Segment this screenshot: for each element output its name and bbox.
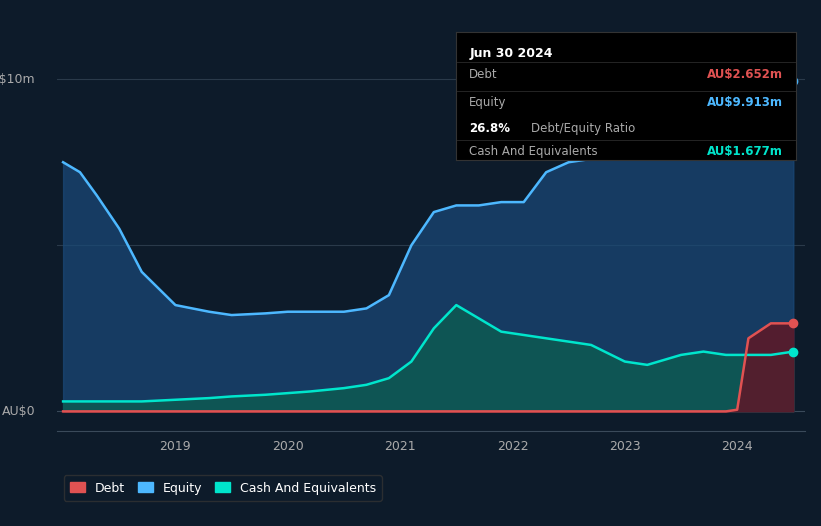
- Text: AU$10m: AU$10m: [0, 73, 35, 86]
- Text: AU$9.913m: AU$9.913m: [707, 96, 782, 109]
- Text: AU$0: AU$0: [2, 405, 35, 418]
- Text: Cash And Equivalents: Cash And Equivalents: [470, 145, 598, 158]
- Text: 26.8%: 26.8%: [470, 122, 511, 135]
- Text: AU$2.652m: AU$2.652m: [707, 68, 782, 80]
- Text: Debt: Debt: [470, 68, 498, 80]
- Legend: Debt, Equity, Cash And Equivalents: Debt, Equity, Cash And Equivalents: [64, 476, 382, 501]
- Text: Equity: Equity: [470, 96, 507, 109]
- Text: Debt/Equity Ratio: Debt/Equity Ratio: [530, 122, 635, 135]
- Text: AU$1.677m: AU$1.677m: [707, 145, 782, 158]
- Text: Jun 30 2024: Jun 30 2024: [470, 47, 553, 60]
